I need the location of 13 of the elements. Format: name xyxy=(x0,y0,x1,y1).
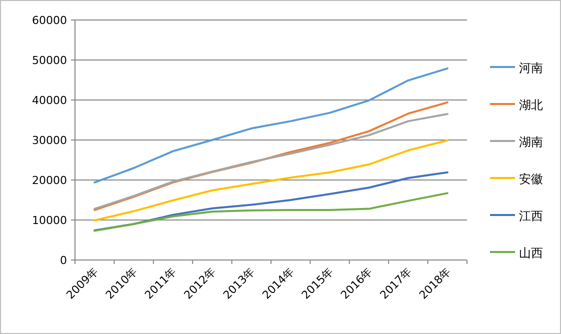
legend-label: 山西 xyxy=(519,246,543,260)
legend-label: 湖南 xyxy=(519,135,543,149)
y-tick-label: 40000 xyxy=(32,94,67,107)
legend-label: 江西 xyxy=(519,209,543,223)
legend-label: 湖北 xyxy=(519,98,543,112)
y-tick-label: 30000 xyxy=(32,134,67,147)
y-tick-label: 60000 xyxy=(32,14,67,27)
legend-label: 安徽 xyxy=(519,172,543,186)
y-tick-label: 50000 xyxy=(32,54,67,67)
legend-label: 河南 xyxy=(519,61,543,75)
y-tick-label: 0 xyxy=(60,254,67,267)
y-tick-label: 20000 xyxy=(32,174,67,187)
y-tick-label: 10000 xyxy=(32,214,67,227)
